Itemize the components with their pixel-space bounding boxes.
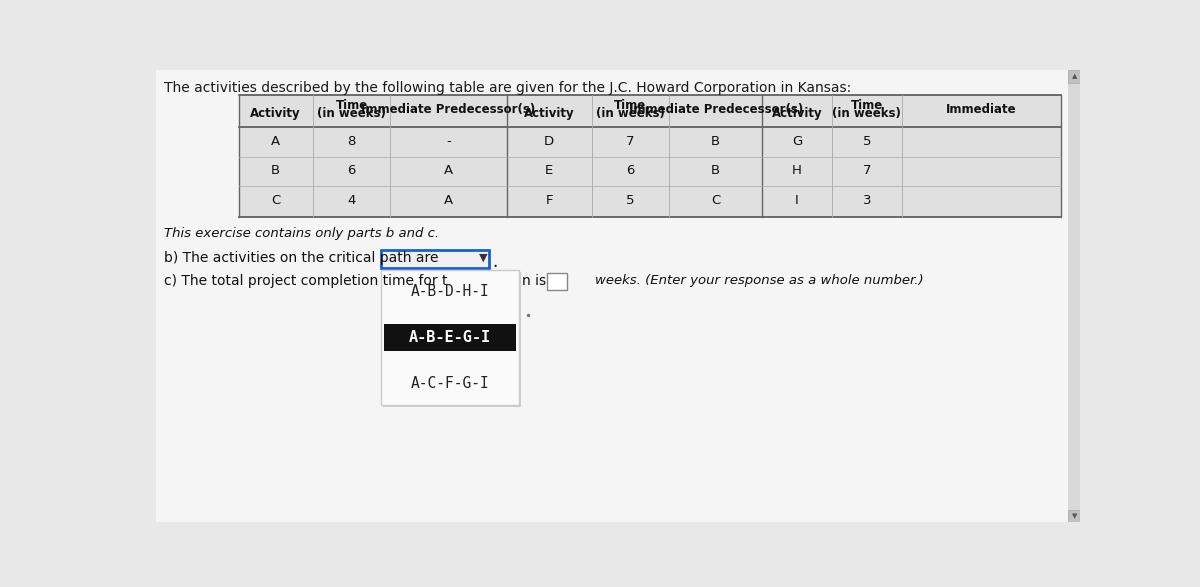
Text: Immediate: Immediate	[946, 103, 1016, 116]
Text: -: -	[446, 135, 451, 148]
Text: G: G	[792, 135, 803, 148]
Text: Activity: Activity	[251, 107, 301, 120]
Text: C: C	[271, 194, 280, 207]
Text: D: D	[544, 135, 554, 148]
Text: The activities described by the following table are given for the J.C. Howard Co: The activities described by the followin…	[164, 81, 851, 95]
Text: c) The total project completion time for t: c) The total project completion time for…	[164, 275, 448, 288]
Text: Time: Time	[851, 99, 883, 112]
Text: I: I	[796, 194, 799, 207]
Text: Activity: Activity	[524, 107, 575, 120]
Text: .: .	[492, 253, 497, 271]
Text: F: F	[545, 194, 553, 207]
Text: C: C	[712, 194, 720, 207]
Text: Immediate Predecessor(s): Immediate Predecessor(s)	[361, 103, 535, 116]
Text: Activity: Activity	[772, 107, 822, 120]
Text: 8: 8	[347, 135, 355, 148]
Text: 7: 7	[626, 135, 635, 148]
Text: (in weeks): (in weeks)	[833, 107, 901, 120]
Bar	[380, 250, 490, 268]
Text: B: B	[271, 164, 280, 177]
Text: A: A	[444, 194, 452, 207]
Text: This exercise contains only parts b and c.: This exercise contains only parts b and …	[164, 227, 439, 239]
Text: A-C-F-G-I: A-C-F-G-I	[410, 376, 490, 392]
Text: b) The activities on the critical path are: b) The activities on the critical path a…	[164, 251, 438, 265]
Text: weeks. (Enter your response as a whole number.): weeks. (Enter your response as a whole n…	[595, 275, 924, 288]
Text: (in weeks): (in weeks)	[317, 107, 386, 120]
Text: ▼: ▼	[1072, 513, 1076, 519]
Bar	[1068, 70, 1080, 83]
Text: (in weeks): (in weeks)	[596, 107, 665, 120]
Text: 5: 5	[863, 135, 871, 148]
Text: A-B-D-H-I: A-B-D-H-I	[410, 284, 490, 299]
Text: A-B-E-G-I: A-B-E-G-I	[409, 330, 491, 345]
Text: B: B	[712, 164, 720, 177]
Text: B: B	[712, 135, 720, 148]
Text: A: A	[271, 135, 280, 148]
Text: ▲: ▲	[1072, 73, 1076, 80]
Bar	[1068, 70, 1080, 522]
Bar	[1068, 510, 1080, 522]
Text: A: A	[444, 164, 452, 177]
Bar	[384, 324, 516, 352]
Text: 6: 6	[347, 164, 355, 177]
Text: n is: n is	[522, 275, 546, 288]
Bar	[380, 270, 518, 404]
Text: 3: 3	[863, 194, 871, 207]
Text: Time: Time	[614, 99, 647, 112]
Text: 7: 7	[863, 164, 871, 177]
Text: 4: 4	[347, 194, 355, 207]
Text: 5: 5	[626, 194, 635, 207]
Text: H: H	[792, 164, 802, 177]
Text: Time: Time	[335, 99, 367, 112]
Text: ▼: ▼	[479, 253, 487, 263]
Text: 6: 6	[626, 164, 635, 177]
Bar	[239, 95, 1061, 217]
Text: E: E	[545, 164, 553, 177]
Bar	[547, 273, 566, 290]
Bar	[383, 272, 521, 407]
Text: Immediate Predecessor(s): Immediate Predecessor(s)	[629, 103, 803, 116]
